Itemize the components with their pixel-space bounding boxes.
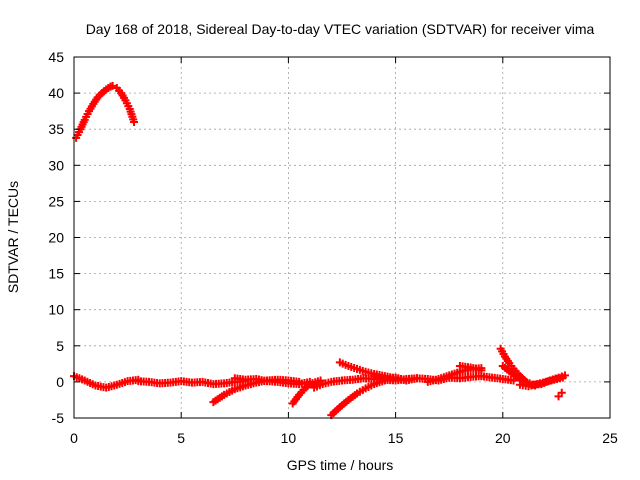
series-arc-13 (477, 372, 518, 385)
x-tick-labels: 0 5 10 15 20 25 (70, 430, 618, 446)
y-tick-label: 40 (48, 85, 64, 101)
y-tick-label: 30 (48, 157, 64, 173)
series-arc-1 (72, 81, 139, 142)
y-tick-label: 45 (48, 49, 64, 65)
data-point (108, 81, 117, 90)
x-tick-label: 5 (177, 430, 185, 446)
y-tick-label: 0 (56, 374, 64, 390)
x-tick-label: 20 (495, 430, 511, 446)
y-axis-label: SDTVAR / TECUs (5, 181, 21, 293)
series-arc-16 (515, 373, 567, 391)
y-tick-labels: -5 0 5 10 15 20 25 30 35 40 45 (48, 49, 64, 426)
y-tick-label: -5 (52, 410, 65, 426)
x-tick-label: 0 (70, 430, 78, 446)
data-points (70, 81, 569, 420)
x-tick-label: 10 (281, 430, 297, 446)
x-tick-label: 15 (388, 430, 404, 446)
y-tick-label: 10 (48, 302, 64, 318)
y-tick-label: 20 (48, 230, 64, 246)
data-point (558, 373, 567, 382)
data-point (557, 388, 566, 397)
chart-title: Day 168 of 2018, Sidereal Day-to-day VTE… (86, 21, 595, 37)
y-tick-label: 35 (48, 121, 64, 137)
series-arc-17 (554, 388, 566, 401)
x-tick-label: 25 (602, 430, 618, 446)
y-tick-label: 15 (48, 266, 64, 282)
y-tick-label: 5 (56, 338, 64, 354)
series-arc-12 (455, 362, 486, 375)
x-axis-label: GPS time / hours (287, 457, 394, 473)
axes (73, 56, 611, 419)
y-tick-label: 25 (48, 193, 64, 209)
data-point (130, 117, 139, 126)
